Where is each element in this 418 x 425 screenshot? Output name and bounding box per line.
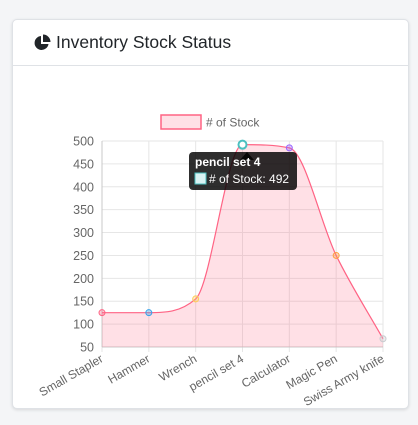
data-point[interactable] <box>192 295 200 303</box>
card-header: Inventory Stock Status <box>13 20 408 66</box>
pie-chart-icon <box>34 34 51 50</box>
grid <box>101 140 384 352</box>
data-point[interactable] <box>285 144 293 152</box>
y-tick-label: 400 <box>73 180 94 194</box>
tooltip-box <box>189 152 297 190</box>
data-point[interactable] <box>145 309 153 317</box>
card-title: Inventory Stock Status <box>56 32 232 52</box>
tooltip-title: pencil set 4 <box>195 155 261 169</box>
y-tick-label: 100 <box>73 318 94 332</box>
legend-swatch <box>160 114 202 130</box>
x-tick-label: Hammer <box>105 351 152 386</box>
x-tick-label: Swiss Army knife <box>301 351 387 407</box>
tooltip-label: # of Stock: 492 <box>209 172 289 186</box>
y-tick-label: 250 <box>73 249 94 263</box>
y-tick-label: 350 <box>73 203 94 217</box>
legend[interactable]: # of Stock <box>160 114 260 130</box>
y-axis: 50 100 150 200 250 300 350 400 450 500 <box>73 135 94 355</box>
y-tick-label: 500 <box>73 135 94 149</box>
data-point[interactable] <box>332 251 340 259</box>
tooltip-swatch <box>194 172 207 185</box>
legend-label: # of Stock <box>206 116 260 130</box>
stock-chart[interactable]: # of Stock 50 100 150 200 250 300 350 400 450 500… <box>13 67 408 408</box>
area-fill <box>102 144 383 347</box>
y-tick-label: 300 <box>73 226 94 240</box>
y-tick-label: 450 <box>73 157 94 171</box>
data-points[interactable] <box>98 139 387 343</box>
x-tick-label: Small Stapler <box>37 351 106 399</box>
y-tick-label: 50 <box>80 341 94 355</box>
y-tick-label: 200 <box>73 272 94 286</box>
inventory-card: Inventory Stock Status # of Stock 50 100 1… <box>12 19 409 409</box>
data-point[interactable] <box>98 309 106 317</box>
data-point[interactable] <box>379 335 387 343</box>
data-point[interactable] <box>237 139 248 150</box>
x-tick-label: Calculator <box>239 351 293 390</box>
tooltip: pencil set 4 # of Stock: 492 <box>189 152 297 190</box>
chart-area: # of Stock 50 100 150 200 250 300 350 400 450 500… <box>13 67 408 408</box>
y-tick-label: 150 <box>73 295 94 309</box>
